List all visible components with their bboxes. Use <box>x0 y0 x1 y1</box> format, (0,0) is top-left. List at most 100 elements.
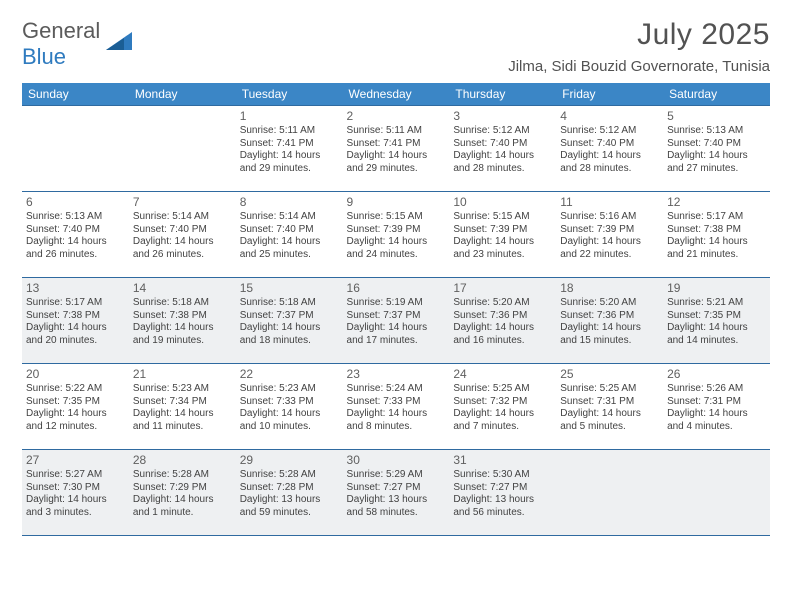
day-sunrise: Sunrise: 5:22 AM <box>26 383 125 396</box>
day-number: 2 <box>347 109 446 124</box>
day-number: 15 <box>240 281 339 296</box>
day-number: 1 <box>240 109 339 124</box>
day-sunrise: Sunrise: 5:26 AM <box>667 383 766 396</box>
day-sunset: Sunset: 7:39 PM <box>560 224 659 237</box>
day-daylight: Daylight: 14 hours and 24 minutes. <box>347 236 446 261</box>
day-sunrise: Sunrise: 5:14 AM <box>240 211 339 224</box>
day-sunset: Sunset: 7:36 PM <box>453 310 552 323</box>
calendar-day-cell: 10Sunrise: 5:15 AMSunset: 7:39 PMDayligh… <box>449 192 556 278</box>
calendar-day-cell: 31Sunrise: 5:30 AMSunset: 7:27 PMDayligh… <box>449 450 556 536</box>
day-sunrise: Sunrise: 5:20 AM <box>560 297 659 310</box>
location-text: Jilma, Sidi Bouzid Governorate, Tunisia <box>508 58 770 75</box>
day-number: 21 <box>133 367 232 382</box>
day-sunset: Sunset: 7:38 PM <box>26 310 125 323</box>
day-sunrise: Sunrise: 5:25 AM <box>453 383 552 396</box>
day-number: 16 <box>347 281 446 296</box>
day-sunset: Sunset: 7:40 PM <box>240 224 339 237</box>
day-sunset: Sunset: 7:39 PM <box>347 224 446 237</box>
day-number: 26 <box>667 367 766 382</box>
day-header: Sunday <box>22 83 129 106</box>
day-number: 23 <box>347 367 446 382</box>
calendar-day-cell: 12Sunrise: 5:17 AMSunset: 7:38 PMDayligh… <box>663 192 770 278</box>
calendar-day-cell: 7Sunrise: 5:14 AMSunset: 7:40 PMDaylight… <box>129 192 236 278</box>
calendar-week-row: 27Sunrise: 5:27 AMSunset: 7:30 PM Dayligh… <box>22 450 770 536</box>
day-number: 19 <box>667 281 766 296</box>
day-sunrise: Sunrise: 5:21 AM <box>667 297 766 310</box>
day-header: Monday <box>129 83 236 106</box>
calendar-day-cell: 18Sunrise: 5:20 AMSunset: 7:36 PMDayligh… <box>556 278 663 364</box>
calendar-week-row: 13Sunrise: 5:17 AMSunset: 7:38 PMDayligh… <box>22 278 770 364</box>
calendar-day-cell: 21Sunrise: 5:23 AMSunset: 7:34 PMDayligh… <box>129 364 236 450</box>
day-daylight: Daylight: 13 hours and 58 minutes. <box>347 494 446 519</box>
calendar-day-cell: 29Sunrise: 5:28 AMSunset: 7:28 PMDayligh… <box>236 450 343 536</box>
calendar-day-cell: 28Sunrise: 5:28 AMSunset: 7:29 PMDayligh… <box>129 450 236 536</box>
day-number: 20 <box>26 367 125 382</box>
calendar-day-cell: 23Sunrise: 5:24 AMSunset: 7:33 PMDayligh… <box>343 364 450 450</box>
day-sunset: Sunset: 7:40 PM <box>133 224 232 237</box>
day-sunrise: Sunrise: 5:24 AM <box>347 383 446 396</box>
day-number: 11 <box>560 195 659 210</box>
day-sunset: Sunset: 7:34 PM <box>133 396 232 409</box>
calendar-week-row: 1Sunrise: 5:11 AMSunset: 7:41 PMDaylight… <box>22 106 770 192</box>
day-number: 27 <box>26 453 125 468</box>
day-sunrise: Sunrise: 5:19 AM <box>347 297 446 310</box>
day-daylight: Daylight: 13 hours and 56 minutes. <box>453 494 552 519</box>
day-sunrise: Sunrise: 5:13 AM <box>667 125 766 138</box>
day-daylight: Daylight: 14 hours and 26 minutes. <box>26 236 125 261</box>
day-number: 3 <box>453 109 552 124</box>
day-sunrise: Sunrise: 5:18 AM <box>133 297 232 310</box>
calendar-day-cell: 8Sunrise: 5:14 AMSunset: 7:40 PMDaylight… <box>236 192 343 278</box>
day-number: 28 <box>133 453 232 468</box>
day-header: Thursday <box>449 83 556 106</box>
calendar-table: SundayMondayTuesdayWednesdayThursdayFrid… <box>22 83 770 536</box>
day-number: 8 <box>240 195 339 210</box>
day-sunset: Sunset: 7:32 PM <box>453 396 552 409</box>
calendar-empty-cell <box>22 106 129 192</box>
brand-text: General Blue <box>22 18 100 70</box>
calendar-day-cell: 9Sunrise: 5:15 AMSunset: 7:39 PMDaylight… <box>343 192 450 278</box>
day-number: 4 <box>560 109 659 124</box>
day-sunset: Sunset: 7:33 PM <box>240 396 339 409</box>
day-daylight: Daylight: 14 hours and 14 minutes. <box>667 322 766 347</box>
day-daylight: Daylight: 14 hours and 8 minutes. <box>347 408 446 433</box>
day-number: 10 <box>453 195 552 210</box>
day-number: 9 <box>347 195 446 210</box>
day-daylight: Daylight: 14 hours and 27 minutes. <box>667 150 766 175</box>
day-daylight: Daylight: 14 hours and 20 minutes. <box>26 322 125 347</box>
day-daylight: Daylight: 14 hours and 11 minutes. <box>133 408 232 433</box>
day-sunrise: Sunrise: 5:30 AM <box>453 469 552 482</box>
day-daylight: Daylight: 14 hours and 29 minutes. <box>347 150 446 175</box>
day-sunrise: Sunrise: 5:11 AM <box>240 125 339 138</box>
day-daylight: Daylight: 14 hours and 23 minutes. <box>453 236 552 261</box>
day-sunset: Sunset: 7:28 PM <box>240 482 339 495</box>
calendar-day-cell: 16Sunrise: 5:19 AMSunset: 7:37 PMDayligh… <box>343 278 450 364</box>
day-header: Tuesday <box>236 83 343 106</box>
day-sunrise: Sunrise: 5:14 AM <box>133 211 232 224</box>
day-sunrise: Sunrise: 5:27 AM <box>26 469 125 482</box>
day-sunset: Sunset: 7:38 PM <box>667 224 766 237</box>
brand-triangle-icon <box>106 32 132 57</box>
day-sunset: Sunset: 7:30 PM <box>26 482 125 495</box>
day-sunrise: Sunrise: 5:28 AM <box>240 469 339 482</box>
day-number: 29 <box>240 453 339 468</box>
day-number: 18 <box>560 281 659 296</box>
day-daylight: Daylight: 14 hours and 15 minutes. <box>560 322 659 347</box>
day-daylight: Daylight: 14 hours and 16 minutes. <box>453 322 552 347</box>
day-sunrise: Sunrise: 5:17 AM <box>667 211 766 224</box>
calendar-day-cell: 3Sunrise: 5:12 AMSunset: 7:40 PMDaylight… <box>449 106 556 192</box>
day-sunset: Sunset: 7:37 PM <box>347 310 446 323</box>
day-daylight: Daylight: 13 hours and 59 minutes. <box>240 494 339 519</box>
day-sunset: Sunset: 7:31 PM <box>667 396 766 409</box>
day-sunset: Sunset: 7:33 PM <box>347 396 446 409</box>
day-number: 13 <box>26 281 125 296</box>
day-sunset: Sunset: 7:29 PM <box>133 482 232 495</box>
day-sunset: Sunset: 7:35 PM <box>26 396 125 409</box>
day-sunrise: Sunrise: 5:29 AM <box>347 469 446 482</box>
day-sunrise: Sunrise: 5:28 AM <box>133 469 232 482</box>
day-sunrise: Sunrise: 5:16 AM <box>560 211 659 224</box>
day-sunrise: Sunrise: 5:23 AM <box>240 383 339 396</box>
day-daylight: Daylight: 14 hours and 26 minutes. <box>133 236 232 261</box>
day-number: 22 <box>240 367 339 382</box>
brand-line1: General <box>22 18 100 43</box>
calendar-empty-cell <box>556 450 663 536</box>
